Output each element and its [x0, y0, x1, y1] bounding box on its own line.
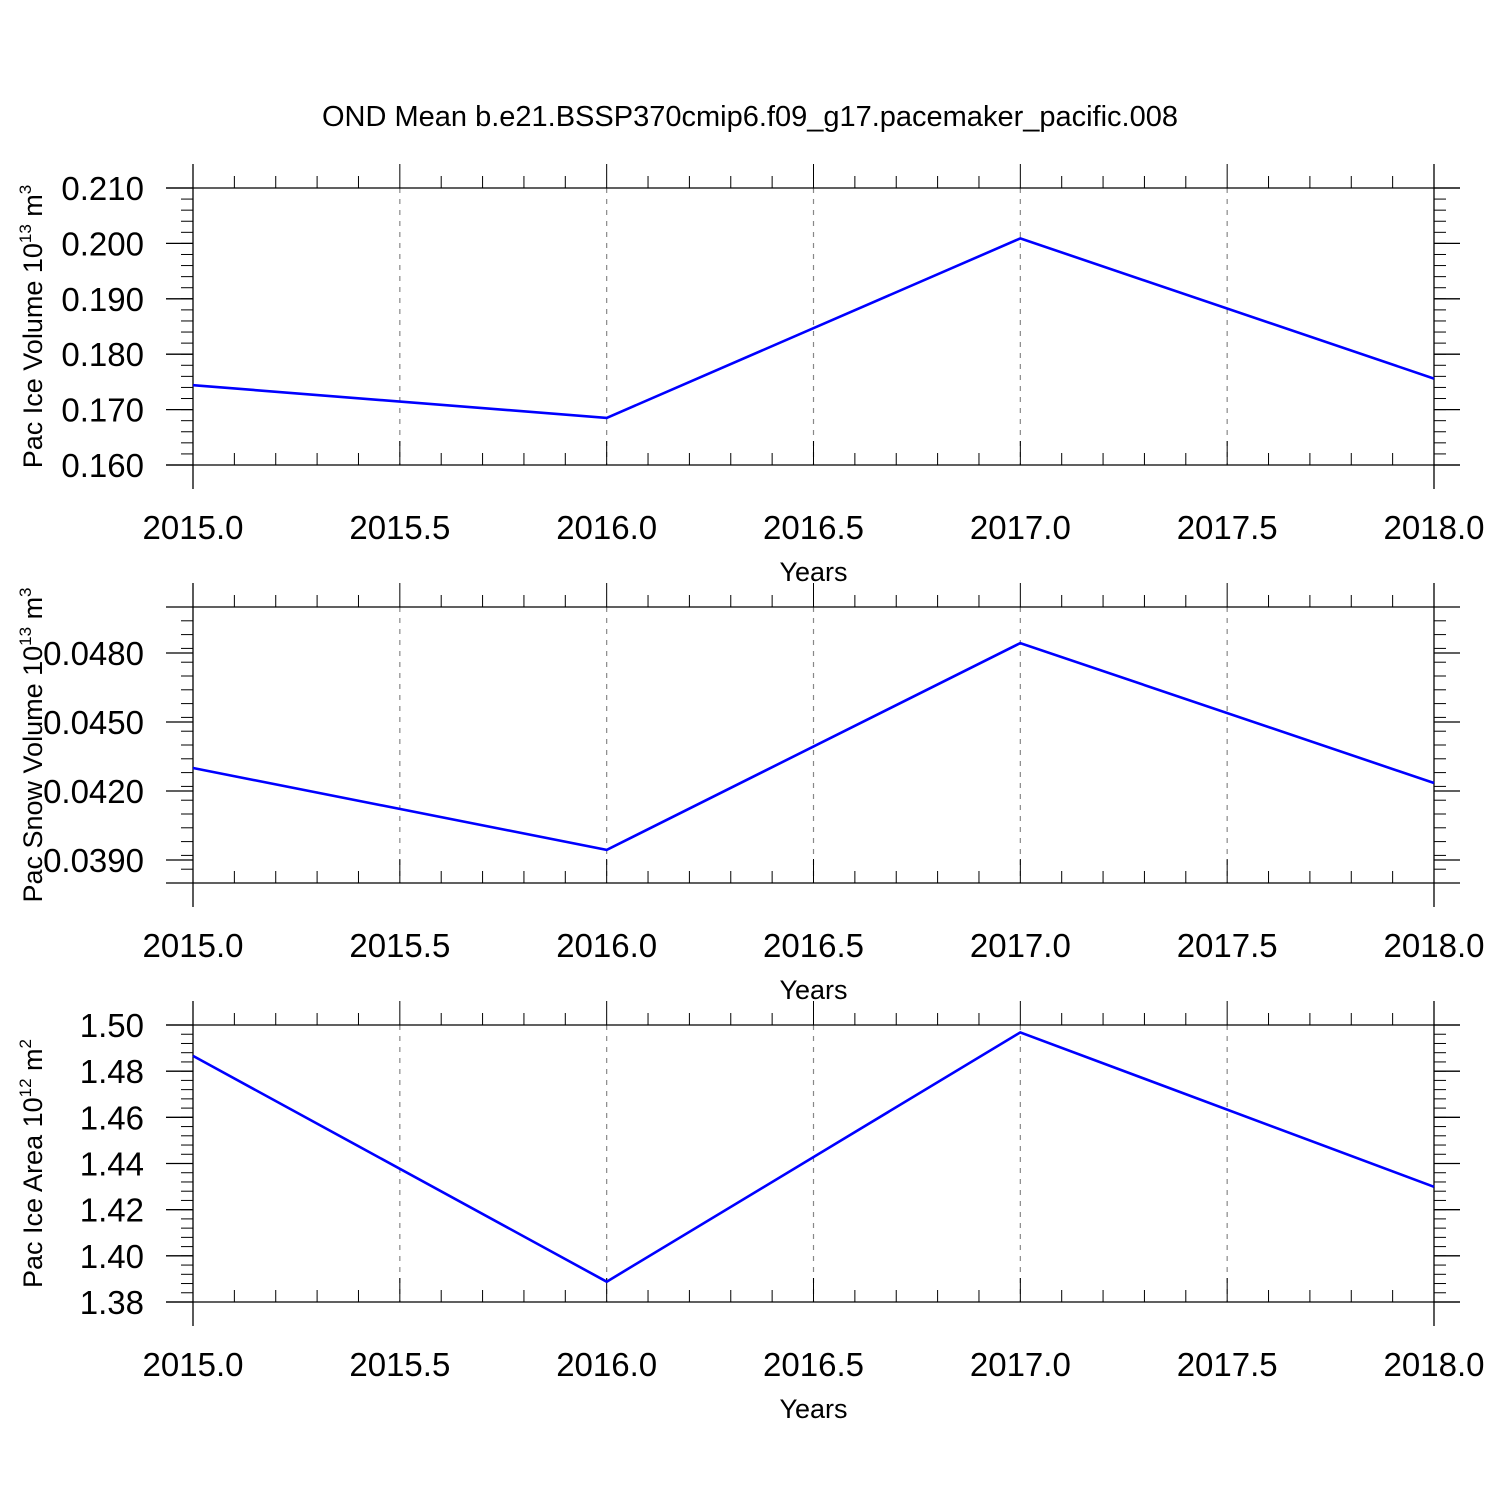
y-axis-label: Pac Snow Volume 1013 m3: [16, 587, 48, 902]
y-axis-label-part: m: [18, 1048, 48, 1078]
y-tick-label: 0.200: [61, 225, 144, 262]
x-tick-label: 2016.5: [763, 509, 864, 546]
x-tick-label: 2016.0: [556, 927, 657, 964]
panels: 2015.0 2015.5 2016.0 2016.5 2017.0 2017.5 2018…: [16, 164, 1484, 1424]
y-axis-label-superscript: 12: [16, 1078, 35, 1097]
x-tick-label: 2015.5: [349, 509, 450, 546]
y-axis-label-part: Pac Snow Volume 10: [18, 646, 48, 903]
y-axis-label-part: Pac Ice Volume 10: [18, 243, 48, 468]
y-axis-label: Pac Ice Volume 1013 m3: [16, 185, 48, 469]
y-axis-label-part: Pac Ice Area 10: [18, 1097, 48, 1288]
x-tick-label: 2017.5: [1177, 1346, 1278, 1383]
y-tick-label: 0.0450: [43, 704, 144, 741]
y-tick-label: 1.42: [80, 1192, 144, 1229]
x-axis-label: Years: [779, 975, 847, 1005]
x-tick-label: 2015.0: [143, 509, 244, 546]
series-line: [192, 1030, 1435, 1284]
series-line: [192, 237, 1435, 420]
x-tick-label: 2017.5: [1177, 509, 1278, 546]
y-tick-label: 0.0480: [43, 635, 144, 672]
y-tick-label: 0.0390: [43, 842, 144, 879]
y-tick-label: 0.190: [61, 281, 144, 318]
y-axis-label-superscript: 3: [16, 587, 35, 596]
y-axis-label-superscript: 13: [16, 224, 35, 243]
x-tick-label: 2017.5: [1177, 927, 1278, 964]
y-tick-label: 1.40: [80, 1238, 144, 1275]
x-tick-label: 2016.5: [763, 1346, 864, 1383]
x-tick-label: 2016.5: [763, 927, 864, 964]
y-tick-label: 0.160: [61, 447, 144, 484]
y-tick-label: 1.46: [80, 1099, 144, 1136]
x-tick-label: 2015.0: [143, 927, 244, 964]
chart-panel-1: 2015.0 2015.5 2016.0 2016.5 2017.0 2017.5 2018…: [16, 164, 1484, 587]
y-tick-label: 1.48: [80, 1053, 144, 1090]
x-tick-label: 2018.0: [1384, 1346, 1485, 1383]
x-tick-label: 2015.5: [349, 927, 450, 964]
x-tick-label: 2018.0: [1384, 509, 1485, 546]
x-tick-label: 2017.0: [970, 927, 1071, 964]
chart-panel-3: 2015.0 2015.5 2016.0 2016.5 2017.0 2017.5 2018…: [16, 1001, 1484, 1424]
x-tick-label: 2017.0: [970, 1346, 1071, 1383]
y-axis-label-part: m: [18, 194, 48, 224]
y-axis-label-part: m: [18, 597, 48, 627]
y-tick-label: 0.170: [61, 392, 144, 429]
y-axis-label-superscript: 13: [16, 627, 35, 646]
y-axis-label: Pac Ice Area 1012 m2: [16, 1039, 48, 1288]
series-line: [192, 641, 1435, 852]
x-tick-label: 2016.0: [556, 1346, 657, 1383]
x-axis-label: Years: [779, 1394, 847, 1424]
y-tick-label: 1.50: [80, 1007, 144, 1044]
y-tick-label: 0.0420: [43, 773, 144, 810]
y-tick-label: 1.38: [80, 1284, 144, 1321]
y-axis-label-superscript: 2: [16, 1039, 35, 1048]
figure-title: OND Mean b.e21.BSSP370cmip6.f09_g17.pace…: [322, 101, 1178, 133]
y-tick-label: 0.180: [61, 336, 144, 373]
y-tick-label: 0.210: [61, 170, 144, 207]
x-tick-label: 2015.5: [349, 1346, 450, 1383]
x-tick-label: 2015.0: [143, 1346, 244, 1383]
x-tick-label: 2016.0: [556, 509, 657, 546]
chart-panel-2: 2015.0 2015.5 2016.0 2016.5 2017.0 2017.5 2018…: [16, 583, 1484, 1005]
x-tick-label: 2017.0: [970, 509, 1071, 546]
x-axis-label: Years: [779, 557, 847, 587]
x-tick-label: 2018.0: [1384, 927, 1485, 964]
y-tick-label: 1.44: [80, 1146, 144, 1183]
y-axis-label-superscript: 3: [16, 185, 35, 194]
